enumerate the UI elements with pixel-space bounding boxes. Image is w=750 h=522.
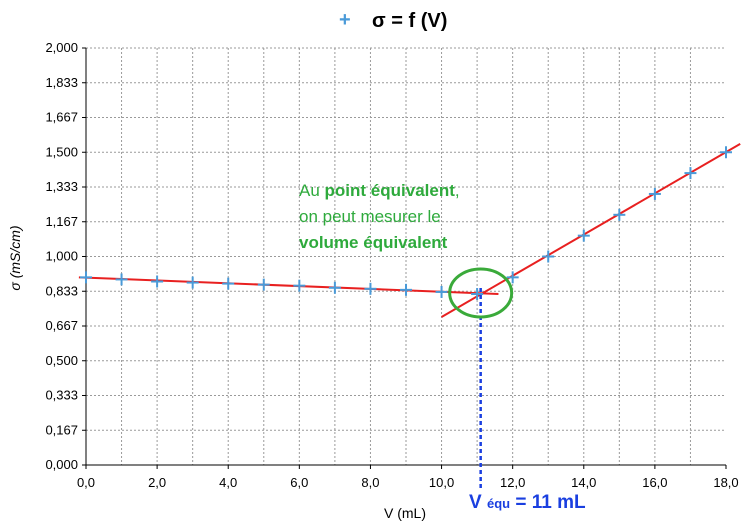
data-point: [542, 250, 555, 263]
equivalence-circle: [448, 267, 514, 319]
y-tick-label: 1,333: [45, 179, 78, 194]
data-point: [115, 273, 128, 286]
grid: [86, 47, 726, 465]
x-tick-label: 18,0: [713, 475, 738, 490]
annotation-line-3: volume équivalent: [299, 233, 448, 252]
y-tick-label: 1,667: [45, 110, 78, 125]
annotation-line-2: on peut mesurer le: [299, 207, 441, 226]
y-tick-label: 2,000: [45, 40, 78, 55]
data-point: [151, 275, 164, 288]
y-tick-label: 1,167: [45, 214, 78, 229]
x-tick-label: 12,0: [500, 475, 525, 490]
data-point: [400, 283, 412, 296]
x-tick-label: 10,0: [429, 475, 454, 490]
data-point: [435, 285, 448, 298]
x-tick-label: 0,0: [77, 475, 95, 490]
data-point: [364, 282, 377, 295]
x-tick-label: 8,0: [361, 475, 379, 490]
data-point: [506, 271, 519, 284]
equivalence-markers: [448, 267, 514, 488]
data-point: [328, 281, 341, 294]
data-point: [648, 187, 661, 200]
y-tick-label: 0,667: [45, 318, 78, 333]
y-tick-label: 0,167: [45, 422, 78, 437]
data-point: [222, 277, 235, 290]
chart-title: σ = f (V): [372, 10, 448, 32]
y-tick-label: 1,833: [45, 75, 78, 90]
y-tick-label: 0,500: [45, 353, 78, 368]
chart-title-row: + σ = f (V): [0, 6, 750, 36]
fit-line: [78, 276, 499, 296]
annotation: Au point équivalent, on peut mesurer le …: [299, 178, 460, 256]
y-tick-label: 1,500: [45, 144, 78, 159]
y-tick-labels: 0,000 0,167 0,333 0,500 0,667 0,833 1,000 1,167…: [45, 40, 86, 472]
y-tick-label: 1,000: [45, 249, 78, 264]
y-tick-label: 0,333: [45, 388, 78, 403]
annotation-line-1: Au point équivalent,: [299, 181, 460, 200]
data-point: [293, 279, 306, 292]
x-tick-labels: 0,0 2,0 4,0 6,0 8,0 10,0 12,0 14,0 16,0 18,0: [77, 465, 739, 490]
x-axis-label: V (mL): [384, 505, 426, 521]
x-tick-label: 16,0: [642, 475, 667, 490]
data-point: [257, 278, 270, 291]
equivalence-volume-label: V équ = 11 mL: [469, 492, 586, 513]
data-point: [80, 271, 92, 284]
y-tick-label: 0,833: [45, 283, 78, 298]
x-tick-label: 14,0: [571, 475, 596, 490]
data-point: [471, 288, 484, 301]
data-point: [186, 276, 199, 289]
data-point: [684, 167, 697, 180]
y-axis-label: σ (mS/cm): [7, 225, 23, 290]
x-tick-label: 2,0: [148, 475, 166, 490]
x-tick-label: 4,0: [219, 475, 237, 490]
data-point: [613, 208, 626, 221]
data-point: [720, 146, 732, 159]
legend-marker: +: [339, 9, 351, 31]
data-points: [80, 146, 732, 301]
y-tick-label: 0,000: [45, 457, 78, 472]
x-tick-label: 6,0: [290, 475, 308, 490]
data-point: [577, 229, 590, 242]
